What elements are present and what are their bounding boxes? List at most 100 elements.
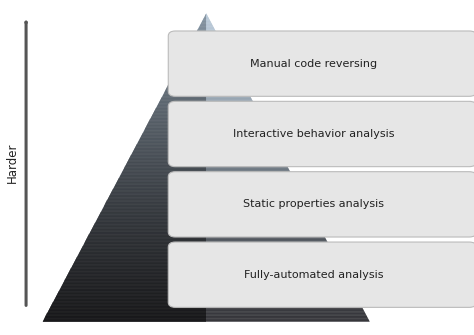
Polygon shape (151, 117, 206, 118)
Polygon shape (100, 212, 206, 213)
Polygon shape (71, 268, 206, 269)
Polygon shape (150, 118, 206, 119)
Polygon shape (171, 79, 241, 80)
Text: Static properties analysis: Static properties analysis (243, 199, 384, 209)
Polygon shape (182, 58, 206, 59)
Polygon shape (128, 160, 285, 161)
Polygon shape (206, 140, 274, 141)
Polygon shape (196, 33, 217, 34)
Polygon shape (100, 213, 206, 214)
Polygon shape (108, 198, 206, 199)
Polygon shape (49, 308, 206, 309)
Polygon shape (89, 233, 323, 234)
Polygon shape (129, 157, 283, 158)
Polygon shape (154, 111, 258, 112)
Polygon shape (44, 319, 206, 320)
Polygon shape (180, 63, 233, 64)
Polygon shape (124, 167, 288, 168)
Polygon shape (102, 209, 310, 210)
Polygon shape (53, 302, 360, 303)
Polygon shape (122, 171, 206, 172)
Polygon shape (206, 90, 247, 91)
Polygon shape (171, 79, 206, 80)
Polygon shape (157, 106, 255, 107)
Polygon shape (176, 69, 236, 70)
Polygon shape (193, 37, 219, 38)
Polygon shape (203, 17, 206, 18)
Polygon shape (138, 140, 206, 141)
Polygon shape (154, 111, 206, 112)
Polygon shape (133, 150, 279, 151)
Polygon shape (56, 296, 356, 297)
Polygon shape (206, 104, 255, 105)
Polygon shape (87, 236, 206, 238)
Polygon shape (84, 242, 328, 243)
Polygon shape (206, 39, 220, 40)
Polygon shape (75, 259, 337, 260)
Polygon shape (71, 268, 342, 269)
Polygon shape (78, 255, 206, 256)
Polygon shape (49, 309, 206, 310)
Polygon shape (141, 135, 271, 136)
Polygon shape (165, 90, 247, 91)
Polygon shape (206, 150, 279, 151)
Polygon shape (63, 283, 350, 284)
Polygon shape (135, 147, 278, 148)
Polygon shape (106, 201, 206, 202)
Polygon shape (174, 72, 206, 73)
Polygon shape (124, 168, 289, 169)
Polygon shape (206, 32, 217, 33)
Polygon shape (120, 175, 206, 176)
Polygon shape (112, 189, 206, 190)
Polygon shape (186, 51, 227, 52)
Polygon shape (206, 47, 225, 48)
Polygon shape (83, 245, 329, 246)
Polygon shape (160, 99, 252, 100)
Polygon shape (189, 46, 224, 47)
Polygon shape (105, 203, 206, 204)
Polygon shape (148, 122, 206, 123)
Polygon shape (169, 82, 243, 83)
Polygon shape (148, 121, 206, 122)
Polygon shape (172, 77, 206, 78)
Polygon shape (204, 17, 209, 18)
Polygon shape (145, 129, 268, 130)
Polygon shape (178, 66, 206, 67)
Polygon shape (108, 198, 305, 199)
Polygon shape (169, 83, 244, 84)
Polygon shape (200, 25, 206, 26)
Polygon shape (126, 164, 287, 165)
Polygon shape (105, 203, 307, 204)
Polygon shape (109, 194, 206, 195)
Polygon shape (51, 305, 206, 306)
Polygon shape (206, 155, 282, 156)
Polygon shape (120, 174, 206, 175)
Polygon shape (190, 43, 206, 44)
Polygon shape (97, 218, 315, 219)
Polygon shape (185, 51, 206, 53)
Polygon shape (206, 123, 265, 124)
Polygon shape (91, 230, 206, 231)
Polygon shape (153, 113, 206, 114)
Polygon shape (189, 45, 206, 46)
Polygon shape (159, 101, 253, 102)
Polygon shape (46, 316, 206, 317)
Polygon shape (100, 214, 206, 215)
Polygon shape (73, 263, 339, 264)
Polygon shape (50, 307, 206, 308)
Polygon shape (173, 76, 206, 77)
Text: Manual code reversing: Manual code reversing (250, 59, 377, 69)
Polygon shape (82, 248, 206, 249)
Polygon shape (96, 221, 206, 222)
Polygon shape (113, 188, 206, 189)
Polygon shape (132, 152, 280, 153)
Polygon shape (125, 165, 287, 166)
Polygon shape (206, 139, 273, 140)
Polygon shape (163, 93, 206, 94)
Polygon shape (43, 320, 206, 321)
Polygon shape (143, 131, 269, 132)
Polygon shape (202, 20, 206, 22)
Polygon shape (206, 25, 213, 26)
Polygon shape (206, 131, 269, 132)
Polygon shape (148, 123, 264, 124)
